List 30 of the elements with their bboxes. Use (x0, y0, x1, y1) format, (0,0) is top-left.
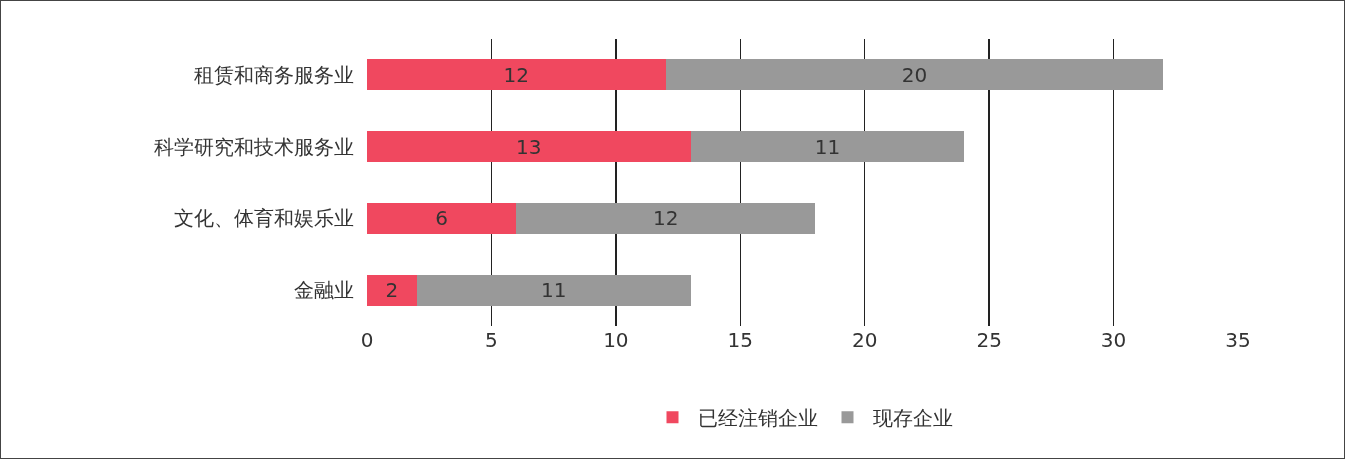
bar (416, 274, 691, 306)
legend-label: 已经注销企业 (697, 406, 818, 431)
data-label: 6 (435, 206, 449, 231)
x-tick-label: 10 (603, 328, 629, 352)
bar (367, 131, 691, 163)
data-label: 11 (540, 278, 567, 303)
x-tick-label: 20 (851, 328, 878, 352)
bar (367, 59, 666, 91)
bar (665, 59, 1164, 91)
data-label: 2 (385, 278, 399, 303)
bar (367, 202, 517, 234)
x-tick-label: 0 (360, 328, 374, 352)
legend-label: 现存企业 (872, 406, 953, 431)
data-label: 11 (814, 134, 841, 159)
x-tick-label: 35 (1225, 328, 1251, 352)
x-tick-label: 25 (976, 328, 1002, 352)
data-label: 12 (652, 206, 679, 231)
bar (516, 202, 815, 234)
y-tick-label: 科学研究和技术服务业 (154, 134, 354, 159)
data-label: 20 (901, 62, 928, 87)
y-tick-label: 金融业 (294, 278, 354, 303)
y-tick-label: 租赁和商务服务业 (194, 62, 354, 87)
x-tick-label: 15 (727, 328, 754, 352)
data-label: 12 (503, 62, 530, 87)
data-label: 13 (516, 134, 542, 159)
bar (690, 131, 965, 163)
x-tick-label: 30 (1100, 328, 1127, 352)
x-tick-label: 5 (485, 328, 498, 352)
y-tick-label: 文化、体育和娱乐业 (174, 206, 354, 231)
bar (367, 274, 417, 306)
